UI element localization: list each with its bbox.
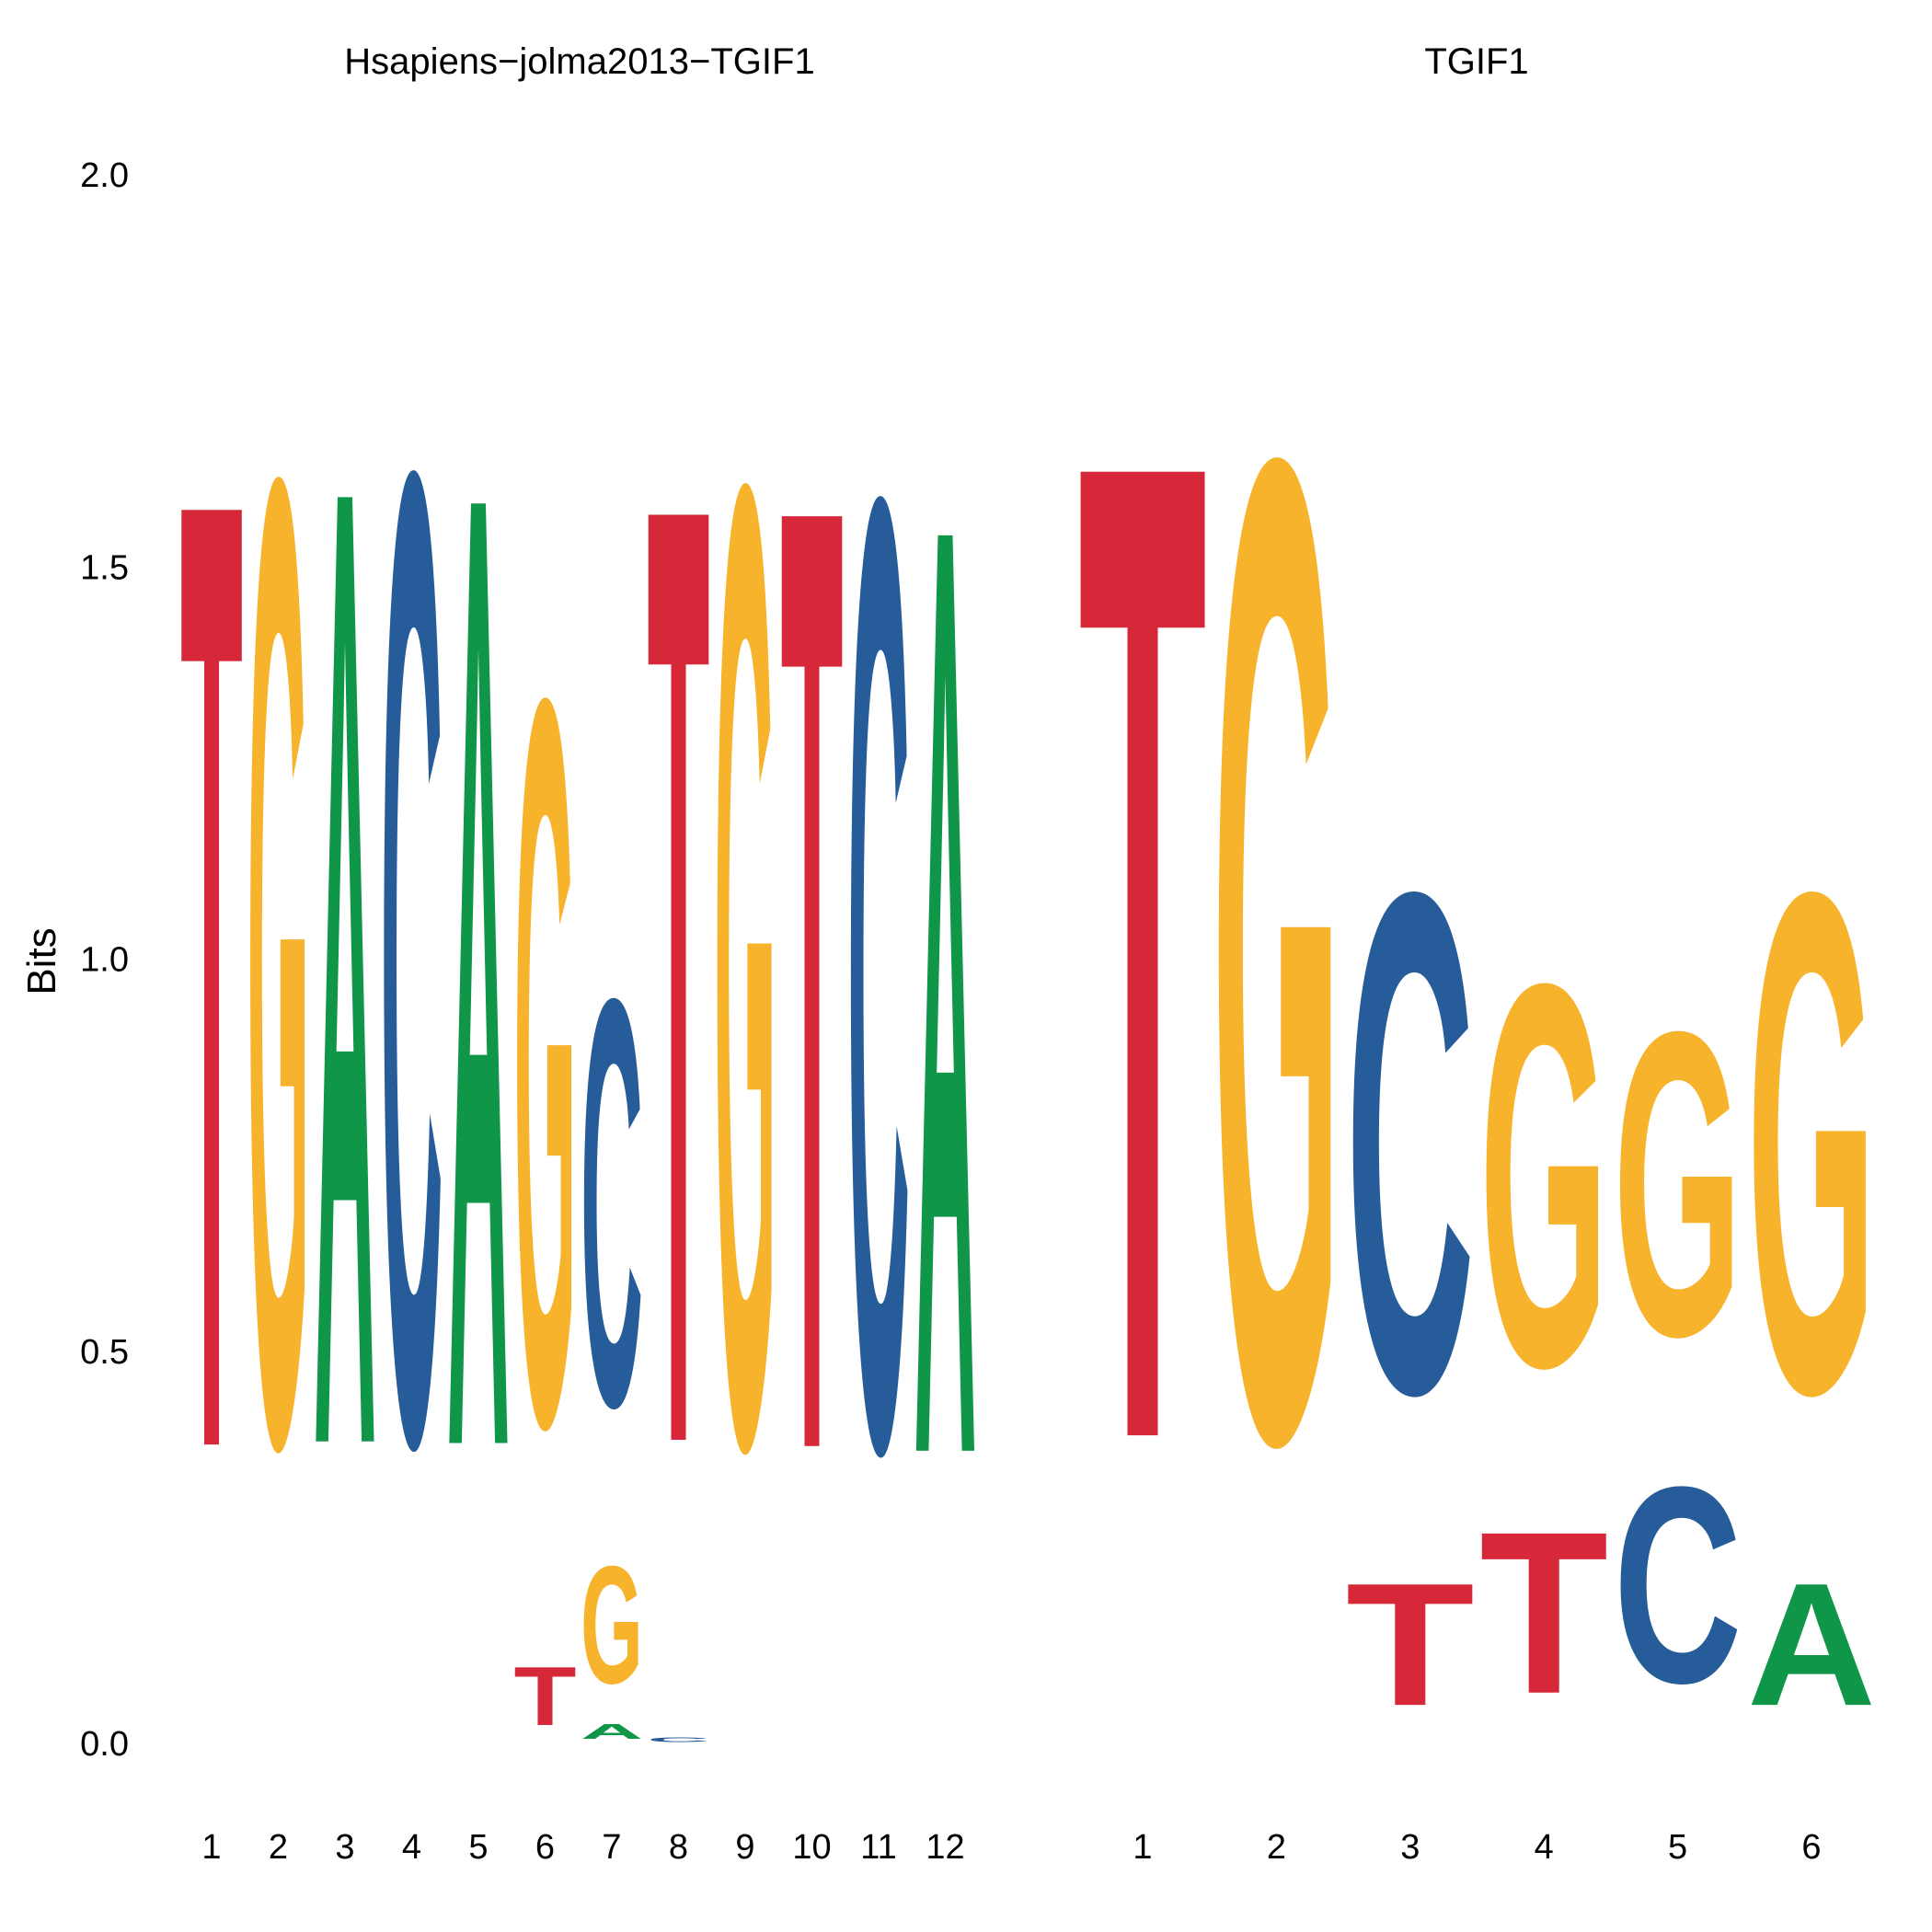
position-label: 3 bbox=[1400, 1828, 1420, 1867]
position-label: 6 bbox=[1801, 1828, 1821, 1867]
logo-letter-t: T bbox=[514, 1649, 577, 1742]
logo-letter-t: T bbox=[648, 223, 710, 1725]
logo-letter-c: C bbox=[1614, 1430, 1742, 1742]
logo-panel: Hsapiens−jolma2013−TGIF11T2G3A4C5A6TG7AG… bbox=[180, 41, 976, 1867]
logo-letter-c: C bbox=[1346, 744, 1475, 1542]
logo-letter-t: T bbox=[1346, 1547, 1475, 1742]
logo-letter-t: T bbox=[1479, 1483, 1608, 1742]
logo-letter-g: G bbox=[1747, 745, 1876, 1543]
position-label: 4 bbox=[402, 1828, 421, 1867]
logo-letter-a: A bbox=[581, 1719, 643, 1743]
logo-letter-g: G bbox=[514, 485, 577, 1642]
logo-panels: Hsapiens−jolma2013−TGIF11T2G3A4C5A6TG7AG… bbox=[180, 41, 1876, 1867]
position-label: 5 bbox=[1668, 1828, 1687, 1867]
position-label: 8 bbox=[669, 1828, 688, 1867]
logo-letter-c: C bbox=[648, 1736, 710, 1743]
logo-letter-g: G bbox=[247, 193, 310, 1733]
position-label: 12 bbox=[926, 1828, 964, 1867]
logo-letter-t: T bbox=[1078, 168, 1207, 1733]
position-label: 10 bbox=[792, 1828, 831, 1867]
position-label: 2 bbox=[269, 1828, 288, 1867]
logo-letter-g: G bbox=[581, 1532, 643, 1719]
logo-letter-g: G bbox=[1212, 167, 1340, 1732]
position-label: 5 bbox=[468, 1828, 488, 1867]
position-label: 11 bbox=[860, 1828, 896, 1867]
position-label: 4 bbox=[1535, 1828, 1554, 1867]
y-tick-label: 1.5 bbox=[80, 548, 129, 587]
logo-letter-a: A bbox=[314, 199, 376, 1732]
logo-letter-a: A bbox=[447, 207, 510, 1732]
logo-letter-t: T bbox=[781, 223, 844, 1732]
logo-letter-g: G bbox=[1479, 870, 1608, 1480]
logo-letter-c: C bbox=[381, 184, 443, 1733]
logo-letter-a: A bbox=[1747, 1547, 1876, 1742]
logo-letter-c: C bbox=[847, 215, 910, 1733]
position-label: 2 bbox=[1267, 1828, 1286, 1867]
logo-letter-c: C bbox=[581, 878, 643, 1527]
position-label: 3 bbox=[335, 1828, 354, 1867]
logo-letter-a: A bbox=[914, 247, 977, 1734]
panel-title: Hsapiens−jolma2013−TGIF1 bbox=[344, 41, 814, 82]
logo-letter-g: G bbox=[1614, 941, 1742, 1426]
position-label: 1 bbox=[1133, 1828, 1152, 1867]
y-tick-label: 1.0 bbox=[80, 941, 129, 980]
y-tick-label: 2.0 bbox=[80, 156, 129, 195]
panel-title: TGIF1 bbox=[1424, 41, 1528, 82]
y-axis-ticks: 0.0 0.5 1.0 1.5 2.0 bbox=[80, 156, 129, 1764]
y-tick-label: 0.5 bbox=[80, 1333, 129, 1372]
y-axis-title: Bits bbox=[19, 927, 64, 995]
position-label: 9 bbox=[735, 1828, 754, 1867]
position-label: 6 bbox=[535, 1828, 555, 1867]
logo-letter-t: T bbox=[180, 214, 243, 1732]
position-label: 1 bbox=[201, 1828, 221, 1867]
position-label: 7 bbox=[602, 1828, 621, 1867]
y-tick-label: 0.0 bbox=[80, 1725, 129, 1764]
logo-letter-g: G bbox=[714, 199, 776, 1732]
